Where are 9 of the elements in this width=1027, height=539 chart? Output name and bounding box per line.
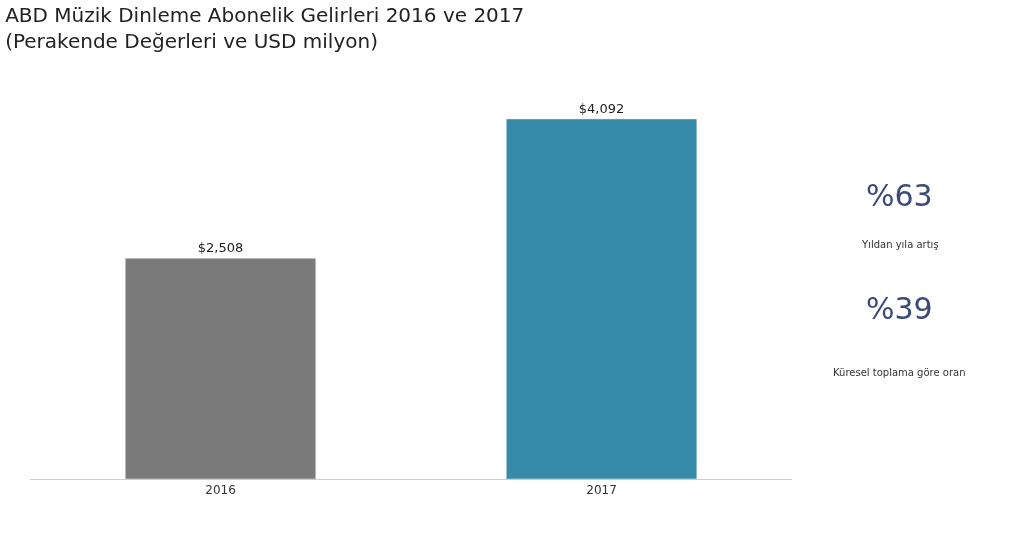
chart-title: ABD Müzik Dinleme Abonelik Gelirleri 2016 ve 2017 (Perakende Değerleri ve USD milyon): [5, 2, 525, 53]
text: %63: [866, 178, 933, 213]
x-tick-label: 2016: [205, 483, 236, 498]
text: Küresel toplama göre oran: [833, 367, 966, 378]
x-tick-label: 2017: [586, 483, 617, 498]
text: Yıldan yıla artış: [861, 239, 939, 250]
data-label: $4,092: [578, 100, 625, 116]
text: %39: [866, 291, 933, 326]
data-label: $2,508: [197, 240, 244, 256]
